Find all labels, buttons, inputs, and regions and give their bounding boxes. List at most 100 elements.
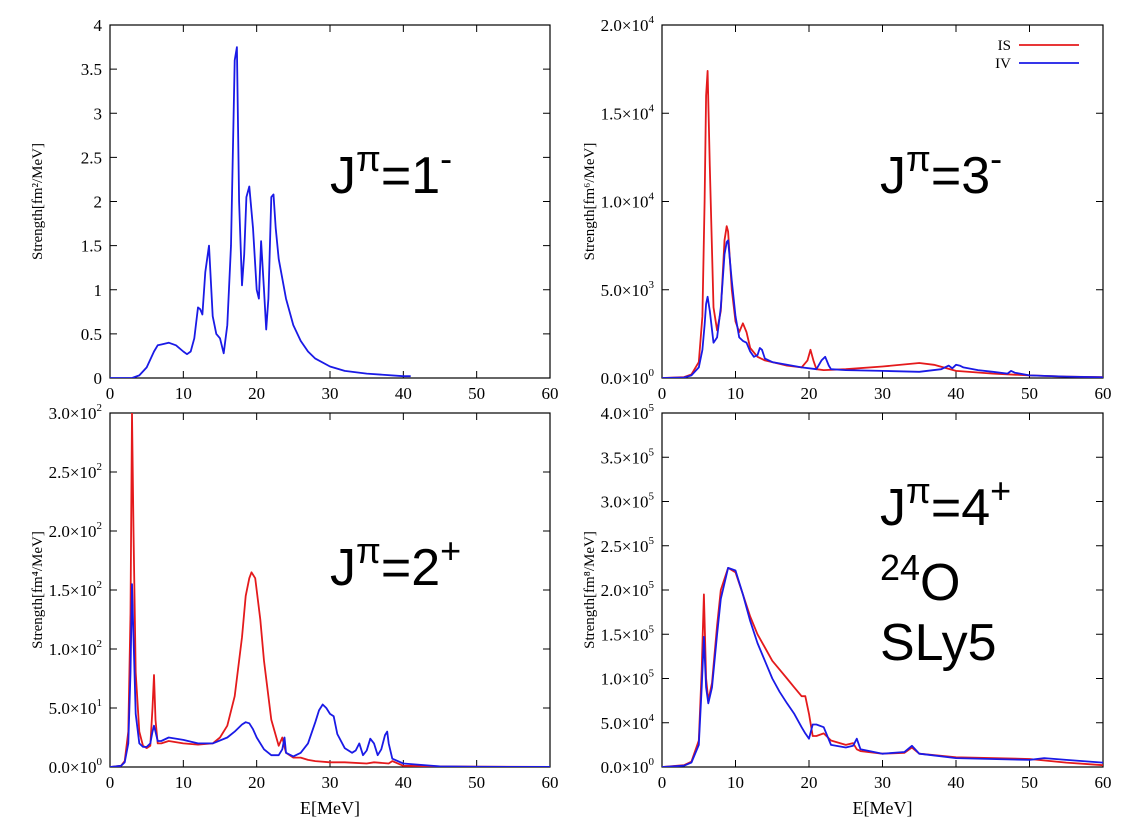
y-tick-exponent: 2 bbox=[97, 461, 103, 473]
y-tick-label: 5.0×101 bbox=[49, 697, 102, 718]
x-tick-label: 10 bbox=[727, 384, 744, 403]
y-tick-exponent: 4 bbox=[649, 14, 655, 26]
y-tick-exponent: 5 bbox=[649, 491, 655, 503]
y-tick-exponent: 5 bbox=[649, 446, 655, 458]
nucleus-label: 24O bbox=[880, 547, 961, 612]
panel-annotation: Jπ=3- bbox=[880, 138, 1002, 205]
y-tick-mantissa: 3.5×10 bbox=[601, 448, 649, 467]
series-line-iv bbox=[110, 46, 411, 378]
x-tick-label: 10 bbox=[175, 384, 192, 403]
annotation-pi: π bbox=[356, 138, 381, 179]
x-tick-label: 40 bbox=[395, 384, 412, 403]
annotation-pi: π bbox=[906, 470, 931, 511]
y-tick-mantissa: 1.5×10 bbox=[601, 104, 649, 123]
y-tick-label: 0.0×100 bbox=[601, 367, 655, 388]
annotation-eq: =4 bbox=[931, 479, 990, 537]
y-tick-exponent: 5 bbox=[649, 623, 655, 635]
y-tick-label: 0.0×100 bbox=[49, 756, 103, 777]
x-tick-label: 30 bbox=[322, 773, 339, 792]
y-tick-mantissa: 2.5 bbox=[81, 148, 102, 167]
y-tick-mantissa: 1.5 bbox=[81, 237, 102, 256]
x-tick-label: 20 bbox=[248, 773, 265, 792]
y-tick-mantissa: 0.0×10 bbox=[49, 758, 97, 777]
y-tick-exponent: 5 bbox=[649, 535, 655, 547]
x-tick-label: 50 bbox=[468, 384, 485, 403]
annotation-pi: π bbox=[356, 530, 381, 571]
y-axis-label: Strength[fm⁸/MeV] bbox=[582, 531, 598, 649]
y-tick-label: 0.5 bbox=[81, 325, 102, 344]
y-tick-label: 1.0×104 bbox=[601, 191, 655, 212]
panel-2: 0 10 20 30 40 50 600.0×1005.0×1031.0×1041.5×10… bbox=[582, 14, 1112, 403]
y-tick-exponent: 0 bbox=[649, 756, 655, 768]
panel-1: 0 10 20 30 40 50 60 0 0.5 1 1.5 2 2.5 3 3.5 4 Strength[f… bbox=[30, 16, 559, 403]
x-tick-label: 60 bbox=[542, 384, 559, 403]
y-tick-label: 1.5 bbox=[81, 237, 102, 256]
y-tick-mantissa: 1.5×10 bbox=[49, 581, 97, 600]
annotation-j: J bbox=[330, 539, 356, 597]
y-tick-exponent: 5 bbox=[649, 668, 655, 680]
y-tick-mantissa: 2 bbox=[94, 193, 103, 212]
y-tick-mantissa: 3 bbox=[94, 104, 103, 123]
y-tick-mantissa: 2.5×10 bbox=[49, 463, 97, 482]
y-tick-label: 1.5×105 bbox=[601, 623, 655, 644]
annotation-parity: - bbox=[440, 138, 452, 179]
y-tick-exponent: 0 bbox=[97, 756, 103, 768]
x-axis-label: E[MeV] bbox=[300, 798, 360, 818]
y-tick-label: 3.5 bbox=[81, 60, 102, 79]
panel-annotation: Jπ=4+ bbox=[880, 470, 1011, 537]
x-tick-label: 0 bbox=[106, 384, 115, 403]
annotation-eq: =2 bbox=[381, 539, 440, 597]
series-line-iv bbox=[662, 239, 1103, 378]
y-tick-exponent: 2 bbox=[97, 402, 103, 414]
y-tick-exponent: 3 bbox=[649, 279, 655, 291]
y-tick-exponent: 0 bbox=[649, 367, 655, 379]
legend-label: IS bbox=[998, 38, 1011, 54]
x-tick-label: 20 bbox=[801, 773, 818, 792]
x-tick-label: 60 bbox=[1095, 384, 1112, 403]
y-tick-mantissa: 2.0×10 bbox=[601, 16, 649, 35]
x-tick-label: 10 bbox=[175, 773, 192, 792]
y-tick-exponent: 5 bbox=[649, 579, 655, 591]
y-tick-exponent: 2 bbox=[97, 579, 103, 591]
x-axis-label: E[MeV] bbox=[853, 798, 913, 818]
y-tick-label: 2.0×105 bbox=[601, 579, 655, 600]
panel-4: 0 10 20 30 40 50 600.0×1005.0×1041.0×1051.5×10… bbox=[582, 402, 1112, 818]
x-tick-label: 10 bbox=[727, 773, 744, 792]
y-tick-label: 5.0×103 bbox=[601, 279, 655, 300]
y-tick-mantissa: 1.0×10 bbox=[601, 193, 649, 212]
y-tick-exponent: 4 bbox=[649, 102, 655, 114]
y-tick-label: 2.5×102 bbox=[49, 461, 102, 482]
x-tick-label: 50 bbox=[1021, 384, 1038, 403]
x-tick-label: 20 bbox=[248, 384, 265, 403]
y-tick-mantissa: 3.0×10 bbox=[601, 493, 649, 512]
x-tick-label: 0 bbox=[106, 773, 115, 792]
panel-annotation: Jπ=2+ bbox=[330, 530, 461, 597]
y-tick-label: 2.0×102 bbox=[49, 520, 102, 541]
y-tick-label: 5.0×104 bbox=[601, 712, 655, 733]
y-tick-mantissa: 3.5 bbox=[81, 60, 102, 79]
y-tick-exponent: 1 bbox=[97, 697, 103, 709]
y-tick-exponent: 4 bbox=[649, 191, 655, 203]
y-tick-label: 2.5×105 bbox=[601, 535, 655, 556]
y-tick-label: 0.0×100 bbox=[601, 756, 655, 777]
x-tick-label: 30 bbox=[874, 773, 891, 792]
y-tick-label: 1.5×104 bbox=[601, 102, 655, 123]
y-tick-label: 2 bbox=[94, 193, 103, 212]
y-tick-mantissa: 4 bbox=[94, 16, 103, 35]
y-tick-mantissa: 5.0×10 bbox=[49, 699, 97, 718]
y-axis-label: Strength[fm²/MeV] bbox=[30, 143, 46, 260]
y-tick-mantissa: 2.0×10 bbox=[49, 522, 97, 541]
y-tick-label: 4 bbox=[94, 16, 103, 35]
annotation-j: J bbox=[880, 147, 906, 205]
y-tick-label: 4.0×105 bbox=[601, 402, 655, 423]
y-tick-label: 1 bbox=[94, 281, 103, 300]
y-axis-label: Strength[fm⁶/MeV] bbox=[582, 143, 598, 261]
y-tick-mantissa: 0.0×10 bbox=[601, 758, 649, 777]
x-tick-label: 40 bbox=[948, 773, 965, 792]
x-tick-label: 50 bbox=[468, 773, 485, 792]
nucleus-mass-number: 24 bbox=[880, 547, 920, 588]
series-line-is bbox=[110, 413, 550, 767]
y-tick-mantissa: 0 bbox=[94, 369, 103, 388]
y-tick-mantissa: 5.0×10 bbox=[601, 714, 649, 733]
